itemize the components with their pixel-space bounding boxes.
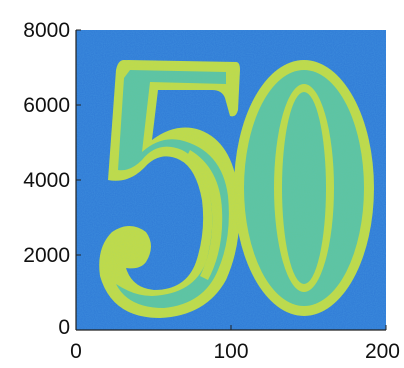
y-tick-label: 0 bbox=[58, 316, 70, 339]
y-tick-label: 4000 bbox=[23, 169, 70, 192]
heatmap-grain-overlay bbox=[76, 30, 386, 330]
y-tick-label: 2000 bbox=[23, 244, 70, 267]
y-axis-ticks: 0 2000 4000 6000 8000 bbox=[23, 19, 81, 339]
x-tick-label: 200 bbox=[365, 340, 400, 363]
heatmap-image bbox=[76, 30, 386, 330]
y-tick-label: 6000 bbox=[23, 94, 70, 117]
x-axis-ticks: 0 100 200 bbox=[70, 325, 400, 363]
x-tick-label: 0 bbox=[70, 340, 82, 363]
x-tick-label: 100 bbox=[213, 340, 248, 363]
y-tick-label: 8000 bbox=[23, 19, 70, 42]
